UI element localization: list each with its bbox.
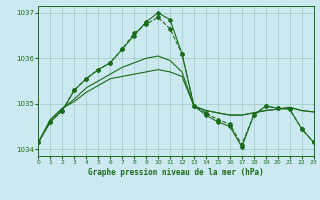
X-axis label: Graphe pression niveau de la mer (hPa): Graphe pression niveau de la mer (hPa) bbox=[88, 168, 264, 177]
